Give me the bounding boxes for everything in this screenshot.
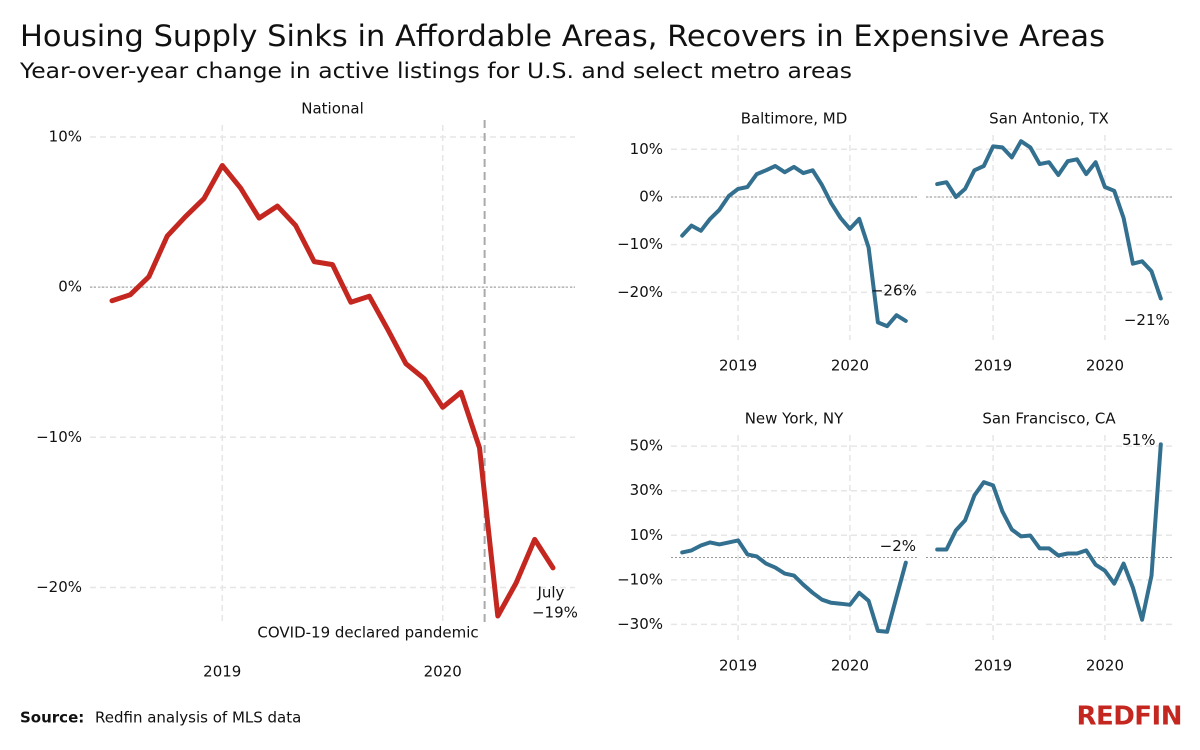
end-note: July <box>536 583 564 601</box>
y-tick-label: 50% <box>630 437 663 455</box>
source: Redfin analysis of MLS data <box>95 709 301 727</box>
y-tick-label: 10% <box>630 140 663 158</box>
value-label: −21% <box>1124 311 1170 329</box>
logo: REDFIN <box>1076 702 1182 732</box>
x-tick-label: 2020 <box>831 657 869 675</box>
x-tick-label: 2020 <box>424 663 462 681</box>
data-line <box>109 163 556 619</box>
x-tick-label: 2020 <box>1086 657 1124 675</box>
annotation-text: COVID-19 declared pandemic <box>257 624 478 642</box>
x-tick-label: 2020 <box>1086 357 1124 375</box>
x-tick-label: 2019 <box>974 657 1012 675</box>
subtitle: Year-over-year change in active listings… <box>19 59 852 83</box>
y-tick-label: −10% <box>617 235 663 253</box>
x-tick-label: 2019 <box>719 357 757 375</box>
value-label: −2% <box>880 537 916 555</box>
value-label: −26% <box>871 281 917 299</box>
y-tick-label: 0% <box>639 187 663 205</box>
x-tick-label: 2019 <box>974 357 1012 375</box>
data-line <box>680 164 908 329</box>
y-tick-label: −20% <box>617 283 663 301</box>
y-tick-label: −10% <box>36 428 82 446</box>
y-tick-label: 30% <box>630 481 663 499</box>
x-tick-label: 2019 <box>719 657 757 675</box>
y-tick-label: 10% <box>49 128 82 146</box>
data-line <box>680 538 908 634</box>
data-line <box>935 442 1163 622</box>
panel-title: National <box>301 100 364 118</box>
y-tick-label: −10% <box>617 570 663 588</box>
value-label: 51% <box>1122 431 1155 449</box>
source-label: Source: <box>20 709 84 727</box>
data-line <box>935 139 1163 301</box>
panel-title: Baltimore, MD <box>741 110 848 128</box>
y-tick-label: −20% <box>36 578 82 596</box>
y-tick-label: 10% <box>630 526 663 544</box>
y-tick-label: 0% <box>58 278 82 296</box>
value-label: −19% <box>532 603 578 621</box>
x-tick-label: 2020 <box>831 357 869 375</box>
title: Housing Supply Sinks in Affordable Areas… <box>20 19 1105 53</box>
y-tick-label: −30% <box>617 615 663 633</box>
x-tick-label: 2019 <box>203 663 241 681</box>
panel-title: San Francisco, CA <box>982 410 1116 428</box>
panel-title: New York, NY <box>745 410 844 428</box>
panel-title: San Antonio, TX <box>989 110 1109 128</box>
